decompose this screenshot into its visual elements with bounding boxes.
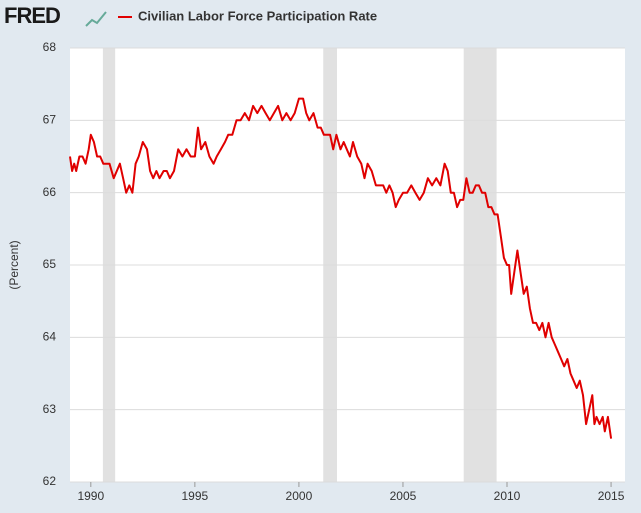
- logo-icon: [85, 11, 107, 27]
- brand-logo: FRED: [4, 3, 60, 28]
- y-tick-label: 63: [43, 402, 57, 416]
- data-line: [69, 97, 613, 439]
- legend-label: Civilian Labor Force Participation Rate: [138, 8, 377, 23]
- y-tick-label: 65: [43, 257, 57, 271]
- y-tick-label: 68: [43, 40, 57, 54]
- x-tick-label: 2010: [494, 489, 521, 503]
- x-tick-label: 1995: [182, 489, 209, 503]
- y-tick-label: 66: [43, 185, 57, 199]
- x-tick-label: 1990: [77, 489, 104, 503]
- grid: [70, 47, 625, 483]
- y-tick-label: 64: [43, 330, 57, 344]
- y-tick-label: 62: [43, 474, 57, 488]
- x-tick-label: 2005: [390, 489, 417, 503]
- x-tick-label: 2000: [286, 489, 313, 503]
- y-axis-label: (Percent): [7, 240, 21, 289]
- y-tick-label: 67: [43, 113, 57, 127]
- x-tick-label: 2015: [598, 489, 625, 503]
